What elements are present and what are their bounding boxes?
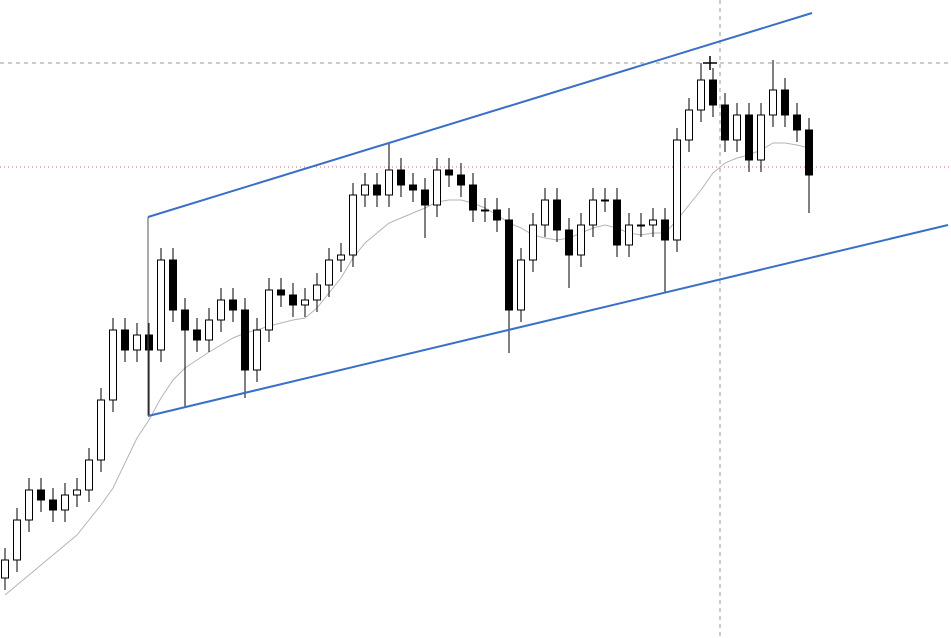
candles	[1, 60, 813, 596]
moving-average	[4, 142, 810, 596]
candle-body	[97, 399, 105, 461]
candle-body	[25, 489, 33, 521]
candle-body	[673, 139, 681, 241]
candle-body	[373, 184, 381, 196]
candle-body	[121, 329, 129, 351]
candle-body	[409, 184, 417, 191]
candle-body	[613, 199, 621, 246]
candle-body	[337, 254, 345, 261]
candle-body	[433, 169, 441, 206]
candle-body	[637, 224, 645, 227]
candle-body	[301, 299, 309, 306]
candle-body	[253, 329, 261, 371]
candle-body	[721, 104, 729, 141]
candle-body	[349, 194, 357, 256]
candle-body	[769, 89, 777, 116]
candle-body	[37, 489, 45, 501]
candle-body	[181, 309, 189, 331]
candle-body	[565, 229, 573, 256]
candle-body	[661, 219, 669, 241]
candle-body	[397, 169, 405, 186]
candle-body	[241, 309, 249, 371]
upper-trend-line[interactable]	[147, 12, 813, 218]
candle-body	[757, 114, 765, 161]
candle-body	[733, 114, 741, 141]
candle-body	[385, 169, 393, 196]
candle-body	[13, 519, 21, 561]
lower-trend-line[interactable]	[147, 224, 949, 417]
candle-body	[265, 289, 273, 331]
candle-body	[457, 174, 465, 186]
candle-body	[421, 189, 429, 206]
candle-body	[481, 209, 489, 212]
candle-body	[205, 319, 213, 341]
candle-body	[493, 209, 501, 221]
candle-body	[133, 334, 141, 351]
candle-body	[325, 259, 333, 286]
candle-body	[685, 109, 693, 141]
candle-body	[229, 299, 237, 311]
candle-body	[49, 499, 57, 511]
candle-body	[145, 334, 153, 351]
candle-body	[541, 199, 549, 226]
candle-body	[277, 289, 285, 296]
candle-body	[109, 329, 117, 401]
candle-body	[73, 489, 81, 496]
candle-body	[193, 329, 201, 341]
candle-body	[61, 494, 69, 511]
candle-body	[625, 224, 633, 246]
candle-body	[157, 259, 165, 351]
candle-body	[793, 114, 801, 131]
candle-body	[169, 259, 177, 311]
candle-body	[697, 79, 705, 111]
candle-body	[529, 224, 537, 261]
candle-body	[709, 79, 717, 106]
candle-body	[1, 559, 9, 579]
candle-body	[361, 184, 369, 196]
crosshair-cursor	[703, 56, 717, 70]
candle-body	[649, 219, 657, 226]
candle-body	[469, 184, 477, 211]
candle-body	[217, 299, 225, 321]
candle-body	[781, 89, 789, 116]
candle-body	[289, 294, 297, 306]
candle-body	[745, 114, 753, 161]
candle-body	[553, 199, 561, 231]
candle-body	[577, 224, 585, 256]
candle-body	[445, 169, 453, 176]
candle-body	[517, 259, 525, 311]
candle-body	[589, 199, 597, 226]
candle-body	[805, 129, 813, 176]
candle-body	[505, 219, 513, 311]
candle-body	[601, 199, 609, 202]
candle-body	[85, 459, 93, 491]
candle-body	[313, 284, 321, 301]
